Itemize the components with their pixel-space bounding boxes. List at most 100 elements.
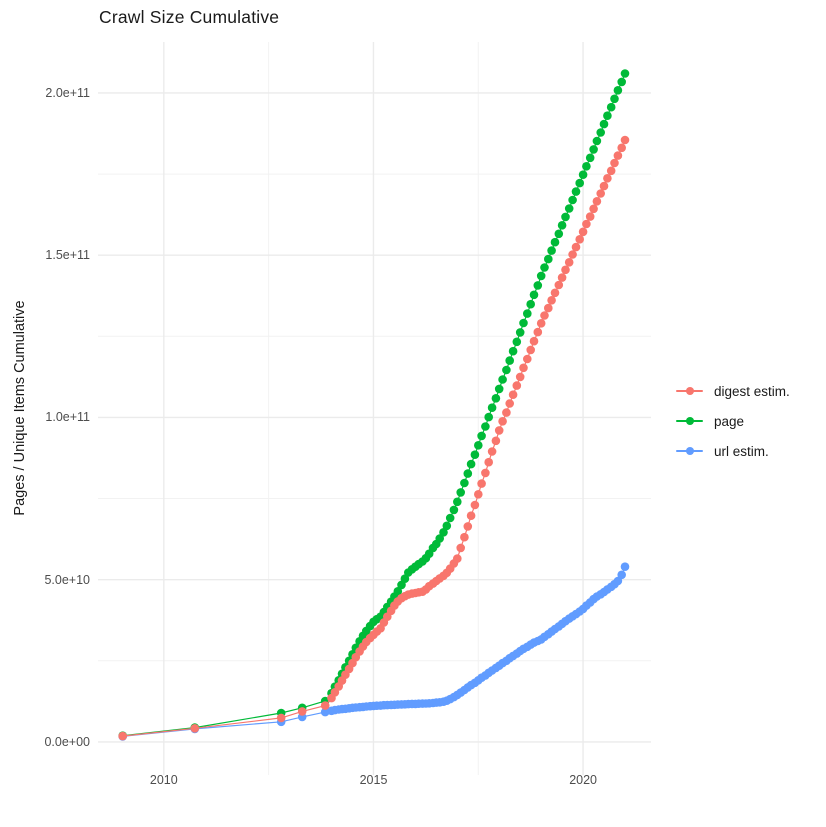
data-point <box>481 422 490 431</box>
data-point <box>544 254 553 264</box>
data-point <box>494 426 504 435</box>
data-point <box>589 145 598 154</box>
data-point <box>613 86 623 95</box>
data-point <box>502 408 511 417</box>
data-point <box>276 713 286 723</box>
y-tick-label: 1.5e+11 <box>45 248 90 263</box>
data-point <box>526 345 535 355</box>
data-point <box>564 258 574 267</box>
data-point <box>512 337 522 347</box>
data-point <box>498 417 507 426</box>
data-point <box>439 528 448 537</box>
data-point <box>477 431 486 441</box>
data-point <box>596 128 605 137</box>
data-point <box>529 290 539 300</box>
legend: digest estim. page url estim. <box>676 376 790 466</box>
data-point <box>540 263 549 272</box>
data-point <box>484 412 494 422</box>
series-url-estim <box>118 562 630 741</box>
data-point <box>536 319 546 328</box>
data-point <box>494 384 504 394</box>
data-point <box>578 227 588 237</box>
data-point <box>617 570 626 580</box>
data-point <box>118 731 127 741</box>
data-point <box>620 135 630 145</box>
data-point <box>620 69 630 78</box>
data-point <box>470 450 480 460</box>
data-point <box>463 522 473 531</box>
data-point <box>474 441 483 450</box>
data-point <box>453 497 462 507</box>
data-point <box>596 189 605 198</box>
data-point <box>550 288 560 298</box>
data-point <box>582 219 591 229</box>
y-tick-label: 0.0e+00 <box>44 734 90 749</box>
data-point <box>491 436 501 446</box>
legend-label: page <box>714 413 745 429</box>
data-point <box>610 94 619 104</box>
data-point <box>477 479 486 488</box>
data-point <box>442 521 452 531</box>
data-point <box>575 235 584 244</box>
data-point <box>592 197 602 206</box>
y-tick-label: 1.0e+11 <box>45 410 90 425</box>
data-point <box>498 375 507 384</box>
legend-row-page: page <box>676 406 790 436</box>
data-point <box>523 354 532 364</box>
data-point <box>529 336 539 346</box>
data-point <box>585 153 595 163</box>
data-point <box>592 136 602 146</box>
data-point <box>456 543 466 553</box>
y-axis-title: Pages / Unique Items Cumulative <box>12 300 28 516</box>
data-point <box>606 102 616 112</box>
data-point <box>533 327 543 337</box>
data-point <box>515 328 525 337</box>
data-point <box>610 158 619 168</box>
data-point <box>460 478 469 488</box>
data-point <box>589 204 598 214</box>
data-point <box>190 724 200 733</box>
data-point <box>568 195 577 205</box>
legend-label: digest estim. <box>714 383 790 399</box>
data-point <box>453 554 462 563</box>
data-point <box>435 534 445 543</box>
y-tick-label: 5.0e+10 <box>44 572 90 587</box>
data-point <box>547 296 556 305</box>
data-point <box>564 204 574 213</box>
data-point <box>515 372 525 382</box>
data-point <box>575 178 584 188</box>
data-point <box>620 562 630 571</box>
data-point <box>487 403 497 413</box>
data-point <box>297 707 307 716</box>
legend-key-icon <box>676 415 703 427</box>
y-tick-label: 2.0e+11 <box>45 85 90 100</box>
data-point <box>505 356 514 365</box>
series-digest-estim <box>118 135 630 741</box>
x-tick-label: 2010 <box>149 773 178 787</box>
data-point <box>512 381 522 390</box>
data-point <box>561 212 570 222</box>
data-point <box>460 532 469 542</box>
data-point <box>613 576 623 586</box>
data-point <box>606 166 616 176</box>
legend-row-digest-estim: digest estim. <box>676 376 790 406</box>
data-point <box>491 394 501 403</box>
data-point <box>582 162 591 171</box>
data-point <box>557 221 567 230</box>
data-point <box>561 265 570 275</box>
data-point <box>466 459 476 469</box>
legend-key-icon <box>676 385 703 397</box>
data-point <box>445 513 455 523</box>
data-point <box>523 309 532 318</box>
data-point <box>466 511 476 520</box>
legend-label: url estim. <box>714 443 769 459</box>
data-point <box>544 303 553 313</box>
data-point <box>550 237 560 247</box>
legend-row-url-estim: url estim. <box>676 436 790 466</box>
data-point <box>603 111 612 120</box>
chart-title: Crawl Size Cumulative <box>99 7 280 27</box>
data-point <box>393 587 403 596</box>
data-point <box>533 281 543 290</box>
